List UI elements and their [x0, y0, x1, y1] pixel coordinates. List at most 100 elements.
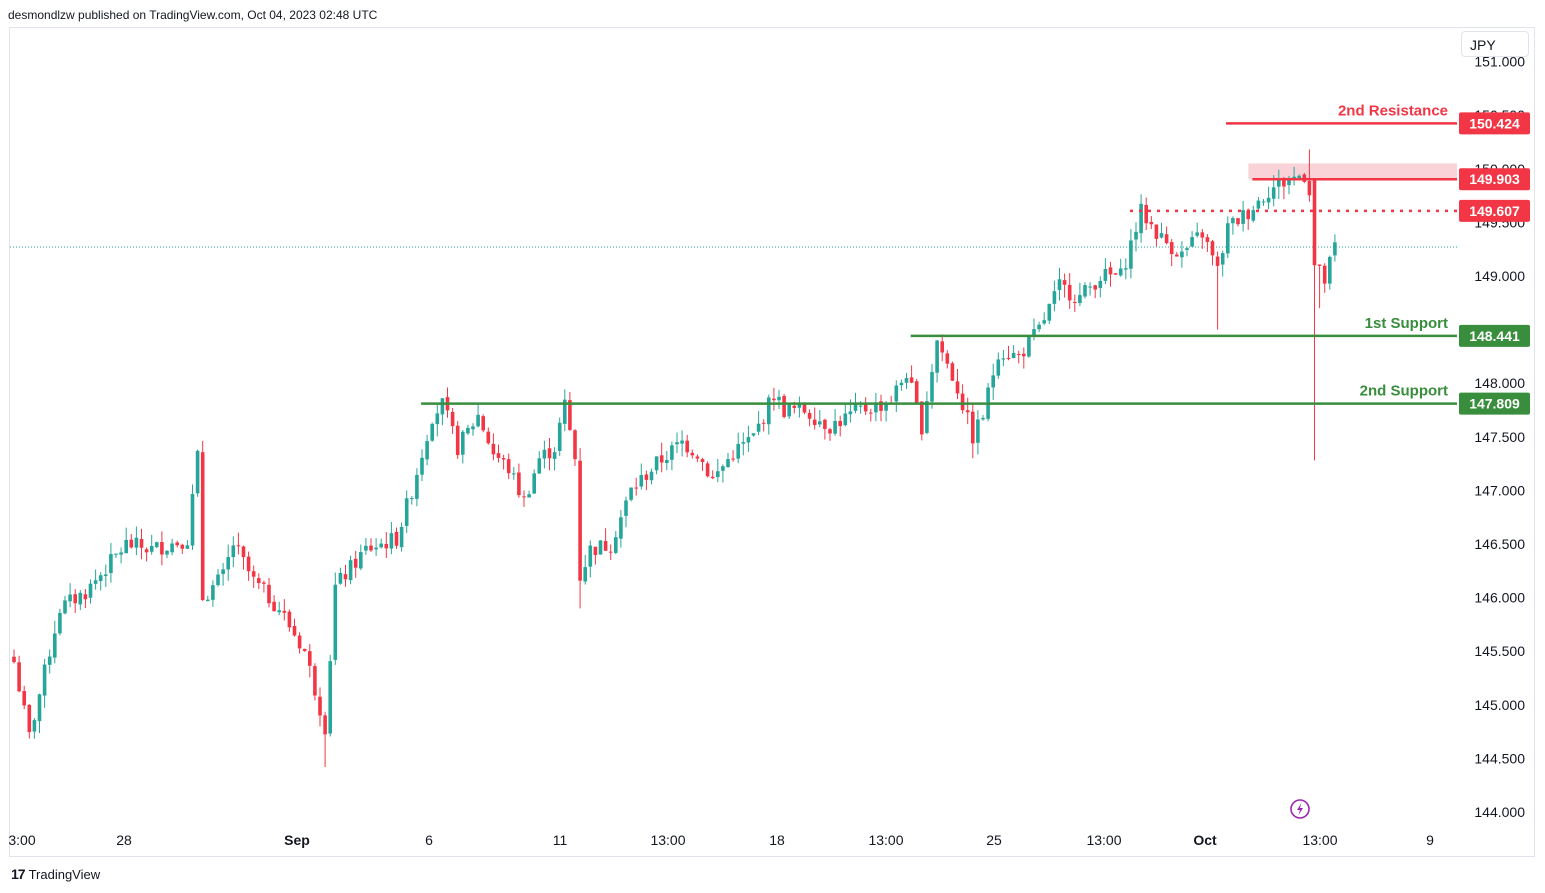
lightning-icon[interactable]	[1290, 799, 1310, 819]
candle	[736, 432, 740, 464]
candle	[894, 380, 899, 413]
candle	[1261, 199, 1266, 206]
candle	[527, 490, 531, 498]
candle	[930, 364, 934, 409]
candle	[491, 433, 496, 461]
candle	[1088, 282, 1092, 296]
y-tick-label: 146.500	[1474, 536, 1525, 552]
candle	[563, 389, 567, 432]
candle	[1241, 200, 1245, 232]
candle	[42, 658, 47, 708]
chart-frame	[9, 27, 1535, 857]
x-tick-label: 18	[769, 832, 785, 848]
level-label: 1st Support	[1365, 315, 1448, 332]
tradingview-logo[interactable]: 17 TradingView	[11, 866, 100, 882]
candle	[109, 542, 113, 583]
candle	[1215, 251, 1220, 330]
candle	[195, 449, 200, 497]
candle	[1144, 197, 1148, 231]
candle	[741, 432, 746, 456]
candle	[1062, 273, 1067, 298]
candle	[1078, 282, 1082, 307]
candle	[231, 536, 236, 568]
candle	[466, 424, 470, 435]
candle	[282, 599, 287, 621]
candle	[1016, 350, 1021, 364]
candle	[767, 394, 771, 435]
candle	[1175, 252, 1179, 257]
candle	[399, 522, 404, 552]
candle	[960, 384, 965, 414]
candle	[1057, 267, 1062, 301]
candle	[185, 540, 190, 549]
candle	[904, 372, 909, 389]
candle	[996, 352, 1001, 379]
candle	[236, 532, 241, 555]
time-axis[interactable]: 3:00 28 Sep 6 11 13:00 18 13:00 25 13:00 Oct 13:00 9	[8, 832, 1434, 848]
candle	[940, 334, 944, 362]
candle	[731, 450, 735, 462]
candle	[88, 579, 93, 604]
x-tick-label: 6	[425, 832, 433, 848]
candle	[1113, 272, 1118, 275]
candle	[746, 425, 751, 452]
candle	[547, 437, 552, 471]
candle	[37, 693, 42, 734]
candle	[216, 569, 220, 587]
price-tags-group: 150.424 149.903 149.607 148.441 147.809	[1459, 112, 1530, 415]
candle	[481, 414, 485, 433]
candle	[302, 648, 307, 652]
candle	[241, 545, 246, 570]
price-tag: 149.607	[1459, 199, 1530, 222]
candle	[1185, 246, 1189, 257]
candle	[1205, 234, 1210, 252]
candle	[552, 447, 557, 471]
y-tick-label: 149.000	[1474, 268, 1525, 284]
candle	[644, 470, 649, 491]
candle	[1134, 222, 1138, 252]
candle	[149, 534, 154, 555]
candle	[1256, 196, 1261, 210]
candle	[976, 410, 980, 455]
candle	[287, 609, 292, 632]
candle	[690, 449, 695, 459]
svg-text:147.809: 147.809	[1469, 396, 1520, 412]
candle	[1210, 239, 1215, 266]
candle	[328, 654, 332, 737]
candle	[1328, 255, 1332, 290]
tradingview-logo-text: TradingView	[28, 866, 101, 882]
candle	[818, 410, 822, 428]
candle	[751, 433, 756, 437]
candle	[476, 402, 480, 428]
price-tag: 150.424	[1459, 112, 1530, 135]
candle	[1159, 222, 1164, 239]
candle	[1169, 238, 1174, 267]
candle	[654, 456, 659, 475]
candle	[823, 418, 827, 440]
candle	[440, 398, 445, 426]
candle	[1180, 241, 1184, 268]
candle	[262, 580, 266, 593]
candle	[486, 427, 491, 445]
y-tick-label: 144.000	[1474, 804, 1525, 820]
candle	[348, 555, 353, 585]
candle	[838, 415, 842, 437]
candle	[1129, 229, 1133, 279]
y-tick-label: 145.500	[1474, 643, 1525, 659]
y-tick-label: 147.500	[1474, 429, 1525, 445]
y-tick-label: 147.000	[1474, 482, 1525, 498]
candle	[430, 422, 434, 442]
candle	[404, 490, 409, 533]
candle	[639, 463, 644, 490]
candles-group	[12, 149, 1337, 767]
candle	[629, 487, 633, 502]
currency-button[interactable]: JPY	[1461, 31, 1529, 57]
candle	[675, 432, 679, 454]
candle	[761, 419, 766, 432]
candle	[1037, 321, 1041, 333]
candle	[1042, 312, 1046, 326]
candle	[537, 451, 542, 474]
candle	[833, 409, 837, 436]
candle	[1266, 186, 1271, 210]
